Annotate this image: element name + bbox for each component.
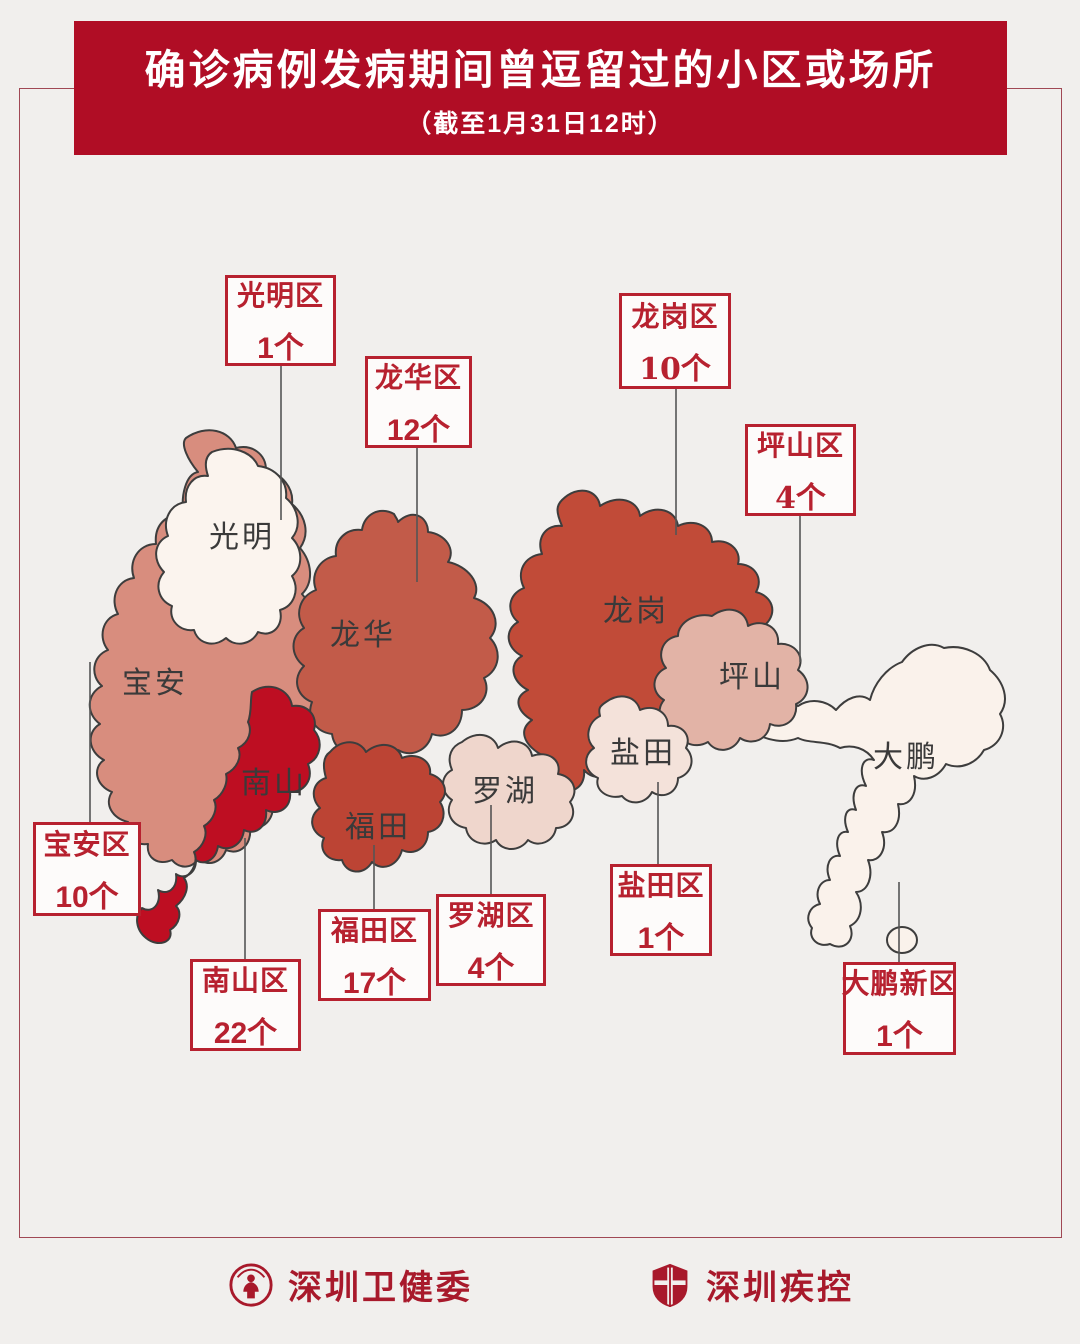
callout-district-name: 罗湖区 — [447, 899, 535, 931]
callout-longgang: 龙岗区 10个 — [619, 293, 731, 389]
callout-district-name: 盐田区 — [617, 869, 705, 901]
callout-district-name: 南山区 — [201, 964, 289, 996]
map-label-luohu: 罗湖 — [472, 775, 538, 808]
callout-count: 22个 — [213, 1016, 278, 1050]
callout-district-name: 宝安区 — [43, 828, 131, 860]
callout-count: 10个 — [639, 351, 711, 387]
footer-org-right: 深圳疾控 — [648, 1260, 854, 1309]
footer: 深圳卫健委 深圳疾控 — [0, 1252, 1080, 1322]
callout-district-name: 坪山区 — [756, 429, 844, 461]
footer-org-right-name: 深圳疾控 — [706, 1269, 854, 1307]
dapeng-island — [886, 926, 918, 954]
district-pingshan — [653, 608, 809, 751]
callout-count: 12个 — [386, 413, 451, 447]
district-futian — [311, 741, 446, 873]
cdc-shield-icon — [652, 1263, 688, 1307]
leader-lines — [89, 366, 900, 962]
callout-count: 4个 — [467, 951, 515, 985]
district-nanshan — [136, 685, 321, 945]
callout-district-name: 大鹏新区 — [841, 968, 958, 999]
callout-district-name: 龙华区 — [374, 361, 462, 393]
district-guangming — [155, 447, 302, 645]
callout-dapeng: 大鹏新区 1个 — [841, 962, 958, 1055]
callout-count: 1个 — [637, 921, 685, 955]
callout-futian: 福田区 17个 — [318, 909, 431, 1001]
callout-count: 4个 — [775, 480, 826, 516]
callout-pingshan: 坪山区 4个 — [745, 424, 856, 516]
callout-nanshan: 南山区 22个 — [190, 959, 301, 1051]
callout-count: 17个 — [342, 966, 407, 1000]
poster-subtitle: （截至1月31日12时） — [406, 110, 675, 138]
map-label-nanshan: 南山 — [241, 767, 307, 800]
map-label-longgang: 龙岗 — [603, 595, 669, 628]
callout-luohu: 罗湖区 4个 — [436, 894, 546, 986]
map-label-longhua: 龙华 — [330, 619, 396, 652]
health-commission-seal-icon — [229, 1262, 273, 1307]
map-label-guangming: 光明 — [209, 521, 275, 554]
callout-district-name: 光明区 — [236, 280, 324, 311]
callout-baoan: 宝安区 10个 — [33, 822, 141, 916]
map-label-dapeng: 大鹏 — [873, 741, 939, 774]
callout-count: 10个 — [55, 880, 119, 914]
district-yantian — [585, 695, 693, 804]
map-label-pingshan: 坪山 — [719, 661, 785, 694]
title-banner: 确诊病例发病期间曾逗留过的小区或场所 （截至1月31日12时） — [74, 21, 1007, 155]
footer-org-left-name: 深圳卫健委 — [288, 1269, 473, 1307]
map-label-yantian: 盐田 — [610, 737, 676, 770]
footer-org-left: 深圳卫健委 — [228, 1260, 473, 1309]
map-label-futian: 福田 — [345, 811, 411, 844]
callout-district-name: 龙岗区 — [631, 300, 719, 332]
callout-yantian: 盐田区 1个 — [610, 864, 712, 956]
district-luohu — [442, 733, 576, 850]
map-label-baoan: 宝安 — [122, 667, 188, 700]
callout-guangming: 光明区 1个 — [225, 275, 336, 366]
poster-title: 确诊病例发病期间曾逗留过的小区或场所 — [144, 47, 937, 93]
callout-longhua: 龙华区 12个 — [365, 356, 472, 448]
callout-count: 1个 — [876, 1020, 923, 1053]
callout-count: 1个 — [257, 332, 304, 365]
callout-district-name: 福田区 — [330, 914, 418, 946]
